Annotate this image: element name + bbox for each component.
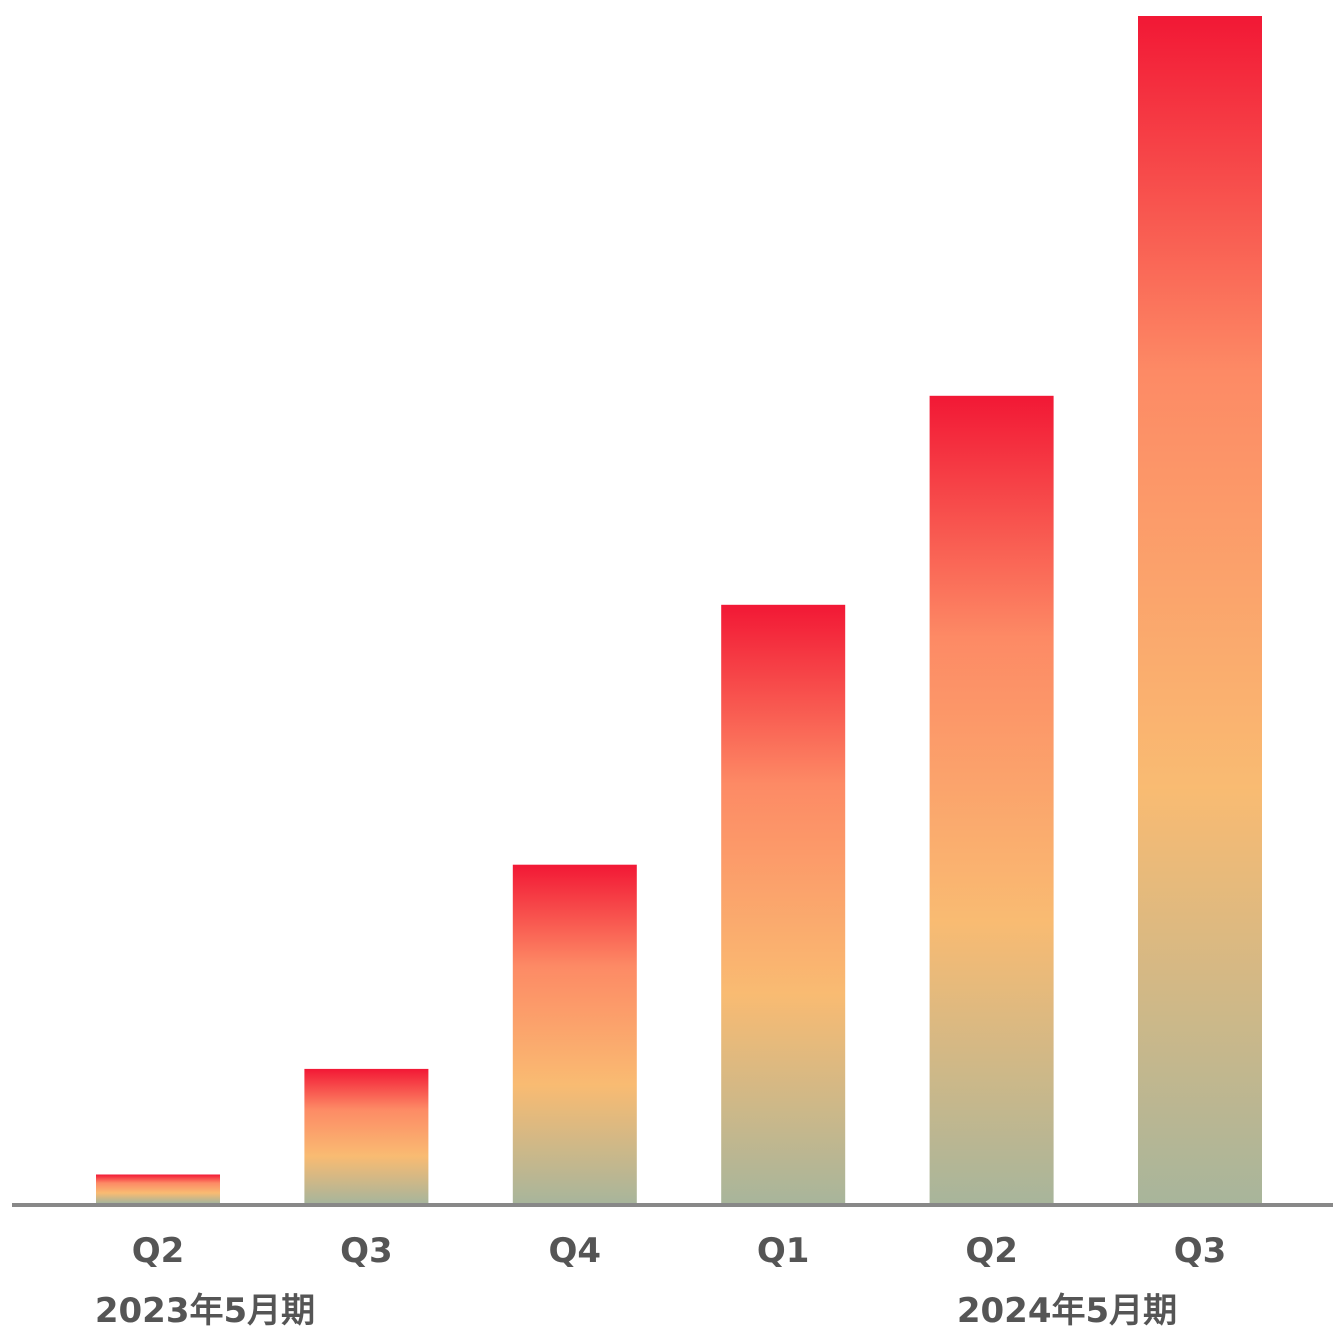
bar-1 [96, 1174, 220, 1203]
x-tick-label: Q2 [965, 1231, 1018, 1271]
x-tick-label: Q1 [757, 1231, 810, 1271]
bars-layer [96, 16, 1262, 1203]
x-group-labels: 2023年5月期 2024年5月期 [95, 1291, 1177, 1328]
bar-4 [721, 604, 846, 1203]
x-tick-label: Q2 [132, 1231, 185, 1271]
x-tick-label: Q3 [1174, 1231, 1227, 1271]
x-tick-labels: Q2 Q3 Q4 Q1 Q2 Q3 [132, 1231, 1227, 1271]
bar-6 [1138, 16, 1262, 1203]
x-tick-label: Q3 [340, 1231, 393, 1271]
x-tick-label: Q4 [549, 1231, 602, 1271]
bar-5 [929, 395, 1054, 1203]
fiscal-year-label: 2024年5月期 [957, 1291, 1177, 1328]
bar-2 [304, 1068, 429, 1203]
fiscal-year-label: 2023年5月期 [95, 1291, 315, 1328]
bar-3 [512, 864, 637, 1203]
